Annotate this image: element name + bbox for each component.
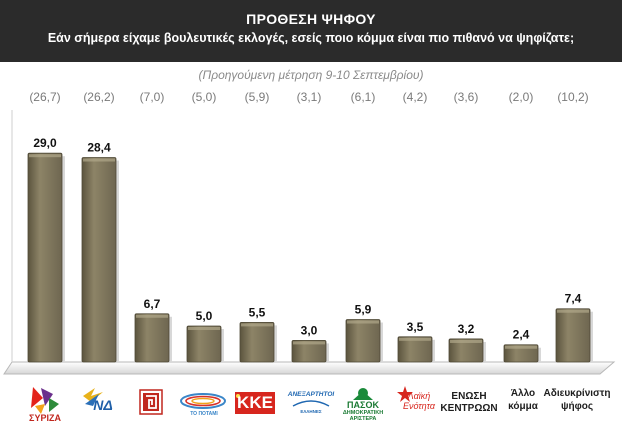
bar [345,319,381,363]
popular-unity-logo: Λαϊκή Ενότητα [393,384,445,430]
previous-value-label: (4,2) [403,90,428,104]
bar-group [555,308,593,363]
bar [134,313,170,363]
previous-value-label: (5,9) [245,90,270,104]
bar [397,336,433,363]
previous-value-label: (3,6) [454,90,479,104]
bar-top-highlight [83,158,115,162]
other-party-label-2: κόμμα [508,401,538,412]
bar-value-label: 2,4 [513,328,530,342]
previous-value-label: (26,7) [29,90,60,104]
nd-logo: ΝΔ [73,384,125,430]
pasok-sublabel-2: ΑΡΙΣΤΕΡΑ [349,416,377,422]
bar-value-label: 5,0 [196,309,213,323]
other-party-label-1: Άλλο [510,388,536,399]
bar-value-label: 3,2 [458,322,475,336]
potami-label: ΤΟ ΠΟΤΑΜΙ [190,411,218,417]
bar-top-highlight [557,309,589,313]
bar [448,338,484,363]
anel-label: ΑΝΕΞΑΡΤΗΤΟΙ [287,391,335,398]
bar-group [27,152,65,363]
bar-top-highlight [347,320,379,324]
undecided-label: Αδιευκρίνιστη ψήφος [540,384,614,430]
previous-value-label: (26,2) [83,90,114,104]
centrists-union-logo: ΕΝΩΣΗ ΚΕΝΤΡΩΩΝ [440,384,498,430]
bar-top-highlight [450,339,482,343]
centrists-union-label-2: ΚΕΝΤΡΩΩΝ [440,403,498,414]
page-title: ΠΡΟΘΕΣΗ ΨΗΦΟΥ [246,11,376,27]
previous-value-label: (3,1) [297,90,322,104]
bar [555,308,591,363]
pasok-logo: ΠΑΣΟΚ ΔΗΜΟΚΡΑΤΙΚΗ ΑΡΙΣΤΕΡΑ [337,384,389,430]
bar [503,344,539,363]
page-subtitle: Εάν σήμερα είχαμε βουλευτικές εκλογές, ε… [47,31,575,45]
bar-group [397,336,435,363]
centrists-union-label-1: ΕΝΩΣΗ [451,391,487,402]
pasok-sublabel-1: ΔΗΜΟΚΡΑΤΙΚΗ [342,410,384,416]
bar-group [345,319,383,363]
bar-group [448,338,486,363]
bar-top-highlight [293,341,325,345]
previous-value-label: (7,0) [140,90,165,104]
previous-value-label: (5,0) [192,90,217,104]
anel-logo: ΑΝΕΞΑΡΤΗΤΟΙ ΕΛΛΗΝΕΣ [285,384,337,430]
pasok-label: ΠΑΣΟΚ [347,400,379,410]
popular-unity-label-2: Ενότητα [402,401,436,411]
bar-top-highlight [136,314,168,318]
bar [291,339,327,363]
bar-group [134,313,172,363]
syriza-label: ΣΥΡΙΖΑ [29,413,61,423]
kke-label: ΚΚΕ [237,393,273,412]
popular-unity-label-1: Λαϊκή [407,391,431,401]
bar-top-highlight [29,154,61,158]
bar-group [81,157,119,363]
bar-value-label: 5,9 [355,303,372,317]
undecided-label-2: ψήφος [560,401,594,412]
bar-group [291,339,329,363]
bar [81,157,117,363]
bar [186,325,222,363]
golden-dawn-logo [126,384,178,430]
bar-top-highlight [399,337,431,341]
bar-top-highlight [241,323,273,327]
bar-group [503,344,541,363]
bar-value-label: 3,5 [407,320,424,334]
nd-label: ΝΔ [93,397,113,413]
bar-value-label: 7,4 [565,292,582,306]
previous-value-label: (10,2) [557,90,588,104]
bar-top-highlight [505,345,537,349]
other-party-label: Άλλο κόμμα [497,384,549,430]
anel-sublabel: ΕΛΛΗΝΕΣ [300,409,322,414]
previous-value-label: (6,1) [351,90,376,104]
bar-value-label: 5,5 [249,305,266,319]
bar-value-label: 3,0 [301,323,318,337]
bar [27,152,63,363]
potami-logo: ΤΟ ΠΟΤΑΜΙ [178,384,230,430]
previous-value-label: (2,0) [509,90,534,104]
bar-value-label: 29,0 [33,136,57,150]
header-bar: ΠΡΟΘΕΣΗ ΨΗΦΟΥ Εάν σήμερα είχαμε βουλευτι… [0,0,622,62]
bar-top-highlight [188,327,220,330]
bar [239,321,275,363]
bar-value-label: 28,4 [87,141,111,155]
previous-measurement-note: (Προηγούμενη μέτρηση 9-10 Σεπτεμβρίου) [198,68,424,82]
bar-value-label: 6,7 [144,297,161,311]
bar-group [186,325,224,363]
kke-logo: ΚΚΕ [231,384,283,430]
bar-group [239,321,277,363]
syriza-logo: ΣΥΡΙΖΑ [19,384,71,430]
undecided-label-1: Αδιευκρίνιστη [543,388,611,399]
